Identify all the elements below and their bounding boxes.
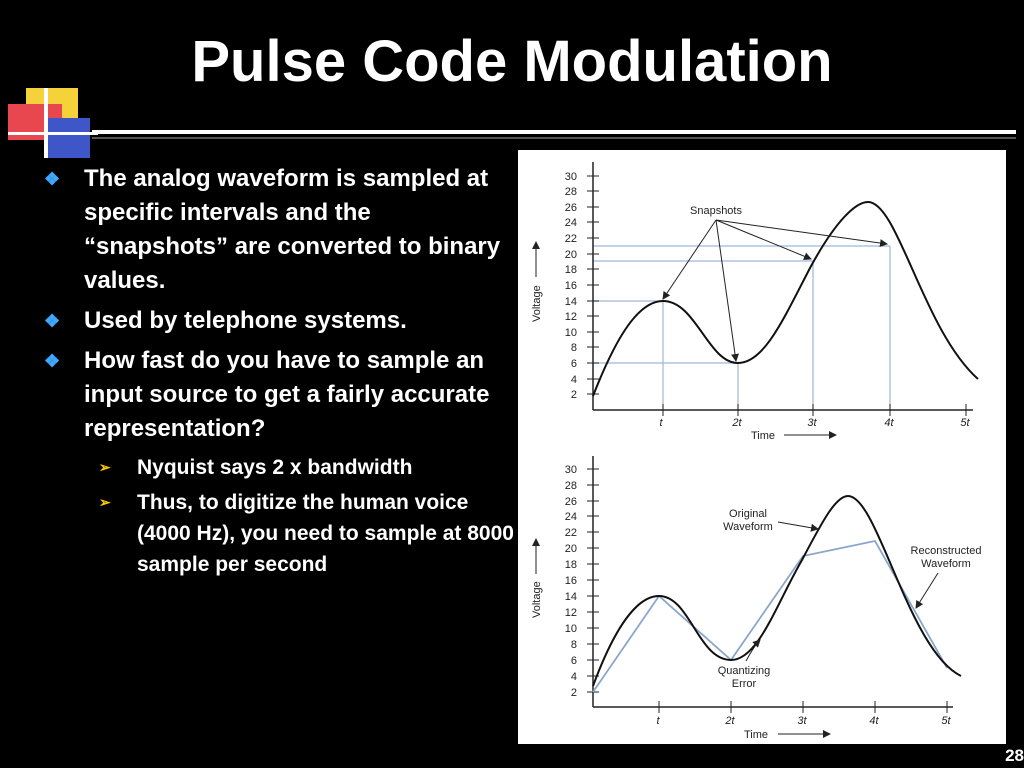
sub-bullet-text: Nyquist says 2 x bandwidth bbox=[137, 456, 413, 479]
y-tick-label: 30 bbox=[565, 464, 577, 476]
error-arrow-icon bbox=[745, 639, 761, 662]
logo-icon bbox=[8, 88, 98, 158]
y-tick-label: 16 bbox=[565, 575, 577, 587]
title-rule-shadow bbox=[92, 137, 1016, 139]
original-arrow-icon bbox=[777, 521, 819, 532]
y-tick-label: 2 bbox=[571, 687, 577, 699]
y-tick-label: 28 bbox=[565, 186, 577, 198]
sub-bullet-item: ➢ Nyquist says 2 x bandwidth bbox=[99, 452, 514, 483]
y-tick-label: 18 bbox=[565, 559, 577, 571]
y-tick-label: 12 bbox=[565, 607, 577, 619]
x-tick-label: 5t bbox=[941, 715, 951, 727]
arrow-bullet-icon: ➢ bbox=[99, 494, 111, 510]
y-tick-label: 22 bbox=[565, 233, 577, 245]
bullet-text: How fast do you have to sample an input … bbox=[84, 347, 490, 442]
y-tick-label: 24 bbox=[565, 511, 577, 523]
reconstructed-label: Reconstructed bbox=[911, 545, 982, 557]
bullet-list: ❖ The analog waveform is sampled at spec… bbox=[44, 162, 514, 584]
reconstructed-label: Waveform bbox=[921, 558, 971, 570]
x-axis-label: Time bbox=[751, 430, 775, 442]
bullet-text: The analog waveform is sampled at specif… bbox=[84, 165, 501, 294]
original-label: Waveform bbox=[723, 521, 773, 533]
bottom-chart: 30 28 26 24 22 20 18 16 14 12 10 8 6 4 2… bbox=[531, 456, 981, 741]
y-tick-label: 16 bbox=[565, 280, 577, 292]
snapshots-label: Snapshots bbox=[690, 205, 742, 217]
y-tick-label: 8 bbox=[571, 342, 577, 354]
y-tick-label: 18 bbox=[565, 264, 577, 276]
original-label: Original bbox=[729, 508, 767, 520]
bullet-item: ❖ The analog waveform is sampled at spec… bbox=[44, 162, 514, 298]
bullet-item: ❖ How fast do you have to sample an inpu… bbox=[44, 344, 514, 446]
x-tick-label: 4t bbox=[884, 417, 894, 429]
bullet-text: Used by telephone systems. bbox=[84, 307, 407, 334]
y-tick-label: 6 bbox=[571, 358, 577, 370]
sub-bullet-text: Thus, to digitize the human voice (4000 … bbox=[137, 491, 514, 576]
y-tick-label: 4 bbox=[571, 671, 577, 683]
snapshot-arrow-icon bbox=[715, 219, 739, 362]
quantizing-error-label: Error bbox=[732, 678, 757, 690]
y-tick-label: 14 bbox=[565, 591, 577, 603]
quantizing-error-label: Quantizing bbox=[718, 665, 771, 677]
slide-title: Pulse Code Modulation bbox=[191, 29, 833, 94]
snapshot-arrow-icon bbox=[715, 219, 888, 247]
y-tick-label: 2 bbox=[571, 389, 577, 401]
y-tick-label: 8 bbox=[571, 639, 577, 651]
x-tick-label: 2t bbox=[731, 417, 742, 429]
x-tick-label: 3t bbox=[797, 715, 807, 727]
diamond-bullet-icon: ❖ bbox=[44, 311, 61, 331]
y-tick-label: 22 bbox=[565, 527, 577, 539]
y-tick-label: 30 bbox=[565, 171, 577, 183]
diamond-bullet-icon: ❖ bbox=[44, 169, 61, 189]
x-tick-label: 3t bbox=[807, 417, 817, 429]
x-tick-label: t bbox=[656, 715, 660, 727]
y-axis-label: Voltage bbox=[531, 581, 543, 618]
arrow-bullet-icon: ➢ bbox=[99, 459, 111, 475]
top-chart: 30 28 26 24 22 20 18 16 14 12 10 8 6 4 2… bbox=[531, 162, 979, 442]
snapshot-arrow-icon bbox=[662, 219, 717, 300]
y-tick-label: 26 bbox=[565, 202, 577, 214]
x-axis-label: Time bbox=[744, 729, 768, 741]
pcm-figure: 30 28 26 24 22 20 18 16 14 12 10 8 6 4 2… bbox=[518, 150, 1006, 744]
diamond-bullet-icon: ❖ bbox=[44, 351, 61, 371]
y-tick-label: 10 bbox=[565, 623, 577, 635]
y-tick-label: 12 bbox=[565, 311, 577, 323]
x-tick-label: 4t bbox=[869, 715, 879, 727]
y-tick-label: 28 bbox=[565, 480, 577, 492]
bullet-item: ❖ Used by telephone systems. bbox=[44, 304, 514, 338]
y-axis-label: Voltage bbox=[531, 285, 543, 322]
y-tick-label: 6 bbox=[571, 655, 577, 667]
analog-waveform bbox=[592, 200, 979, 397]
x-tick-label: 5t bbox=[960, 417, 970, 429]
title-rule bbox=[92, 130, 1016, 134]
y-tick-label: 20 bbox=[565, 543, 577, 555]
pcm-figure-svg: 30 28 26 24 22 20 18 16 14 12 10 8 6 4 2… bbox=[531, 162, 981, 741]
x-tick-label: 2t bbox=[724, 715, 735, 727]
snapshot-arrow-icon bbox=[715, 219, 812, 261]
original-waveform bbox=[592, 494, 962, 687]
y-tick-label: 10 bbox=[565, 327, 577, 339]
y-tick-label: 14 bbox=[565, 296, 577, 308]
reconstructed-arrow-icon bbox=[915, 572, 939, 609]
reconstructed-waveform bbox=[592, 539, 948, 693]
x-tick-label: t bbox=[659, 417, 663, 429]
y-tick-label: 24 bbox=[565, 217, 577, 229]
y-tick-label: 26 bbox=[565, 496, 577, 508]
page-number: 28 bbox=[1005, 746, 1024, 765]
sub-bullet-item: ➢ Thus, to digitize the human voice (400… bbox=[99, 487, 514, 580]
y-tick-label: 4 bbox=[571, 374, 577, 386]
y-tick-label: 20 bbox=[565, 249, 577, 261]
